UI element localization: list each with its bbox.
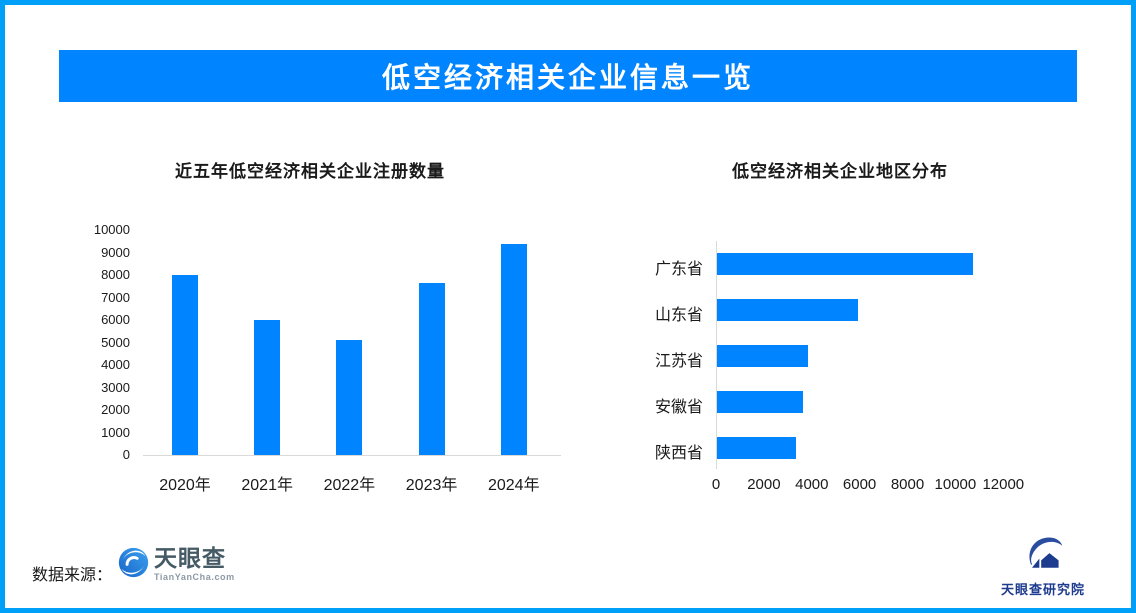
y-axis-tick-label: 3000 xyxy=(101,379,130,395)
province-bar xyxy=(717,298,859,321)
y-axis-tick-label: 4000 xyxy=(101,357,130,372)
year-bar xyxy=(500,243,527,455)
province-bar xyxy=(717,253,974,275)
tyc-research-institute-logo-icon xyxy=(1029,537,1063,568)
tianyancha-logo-text: 天眼查 TianYanCha.com xyxy=(154,545,235,583)
province-bar xyxy=(717,390,804,413)
tianyancha-name: 天眼查 xyxy=(154,545,226,571)
data-source-label: 数据来源： xyxy=(32,567,113,584)
year-bar xyxy=(336,340,363,456)
x-axis-tick-label: 4000 xyxy=(795,476,829,493)
region-chart-title: 低空经济相关企业地区分布 xyxy=(732,162,948,181)
province-bar xyxy=(717,344,808,367)
province-label: 安徽省 xyxy=(654,398,703,416)
y-axis-tick-label: 2000 xyxy=(101,402,130,417)
x-axis-category-label: 2021年 xyxy=(241,477,293,494)
y-axis-tick-label: 0 xyxy=(122,447,130,462)
province-label: 山东省 xyxy=(654,306,703,324)
x-axis-tick-label: 12000 xyxy=(982,476,1025,493)
tianyancha-logo: 天眼查 TianYanCha.com xyxy=(117,546,235,582)
y-axis-tick-label: 9000 xyxy=(101,244,130,260)
y-axis-tick-label: 5000 xyxy=(101,334,130,350)
y-axis-line xyxy=(716,241,717,469)
year-bar xyxy=(254,320,281,455)
year-bar xyxy=(418,282,445,455)
x-axis-line xyxy=(143,455,561,456)
x-axis-category-label: 2024年 xyxy=(487,477,540,494)
tianyancha-logo-icon xyxy=(118,547,149,578)
page-title-banner: 低空经济相关企业信息一览 xyxy=(59,50,1077,102)
year-bar xyxy=(172,275,198,455)
region-bar-chart: 广东省 山东省 江苏省 安徽省 陕西省 0 2000 4000 6000 8000 10000 120… xyxy=(5,5,1131,608)
y-axis-tick-label: 8000 xyxy=(101,267,130,282)
province-label: 广东省 xyxy=(654,261,703,278)
x-axis-tick-label: 8000 xyxy=(890,476,925,493)
x-axis-category-label: 2022年 xyxy=(323,477,376,494)
x-axis-tick-label: 6000 xyxy=(842,476,877,493)
page-title: 低空经济相关企业信息一览 xyxy=(381,62,754,93)
y-axis-tick-label: 1000 xyxy=(101,424,130,440)
province-label: 江苏省 xyxy=(654,352,703,370)
y-axis-tick-label: 7000 xyxy=(101,289,130,305)
x-axis-category-label: 2023年 xyxy=(405,477,458,494)
x-axis-tick-label: 2000 xyxy=(747,476,781,493)
x-axis-tick-label: 0 xyxy=(711,476,721,493)
province-bar xyxy=(717,436,796,459)
registration-chart-title: 近五年低空经济相关企业注册数量 xyxy=(175,162,445,181)
y-axis-tick-label: 6000 xyxy=(101,312,130,327)
x-axis-category-label: 2020年 xyxy=(159,477,211,494)
tyc-research-institute-name: 天眼查研究院 xyxy=(1000,582,1085,597)
y-axis-tick-label: 10000 xyxy=(93,222,130,237)
x-axis-tick-label: 10000 xyxy=(934,476,977,493)
province-label: 陕西省 xyxy=(654,444,703,462)
tyc-research-institute-logo: 天眼查研究院 xyxy=(983,531,1103,598)
registration-bar-chart: 0 1000 2000 3000 4000 5000 6000 7000 8000 9000 100… xyxy=(5,5,1131,608)
tianyancha-domain: TianYanCha.com xyxy=(154,572,235,582)
